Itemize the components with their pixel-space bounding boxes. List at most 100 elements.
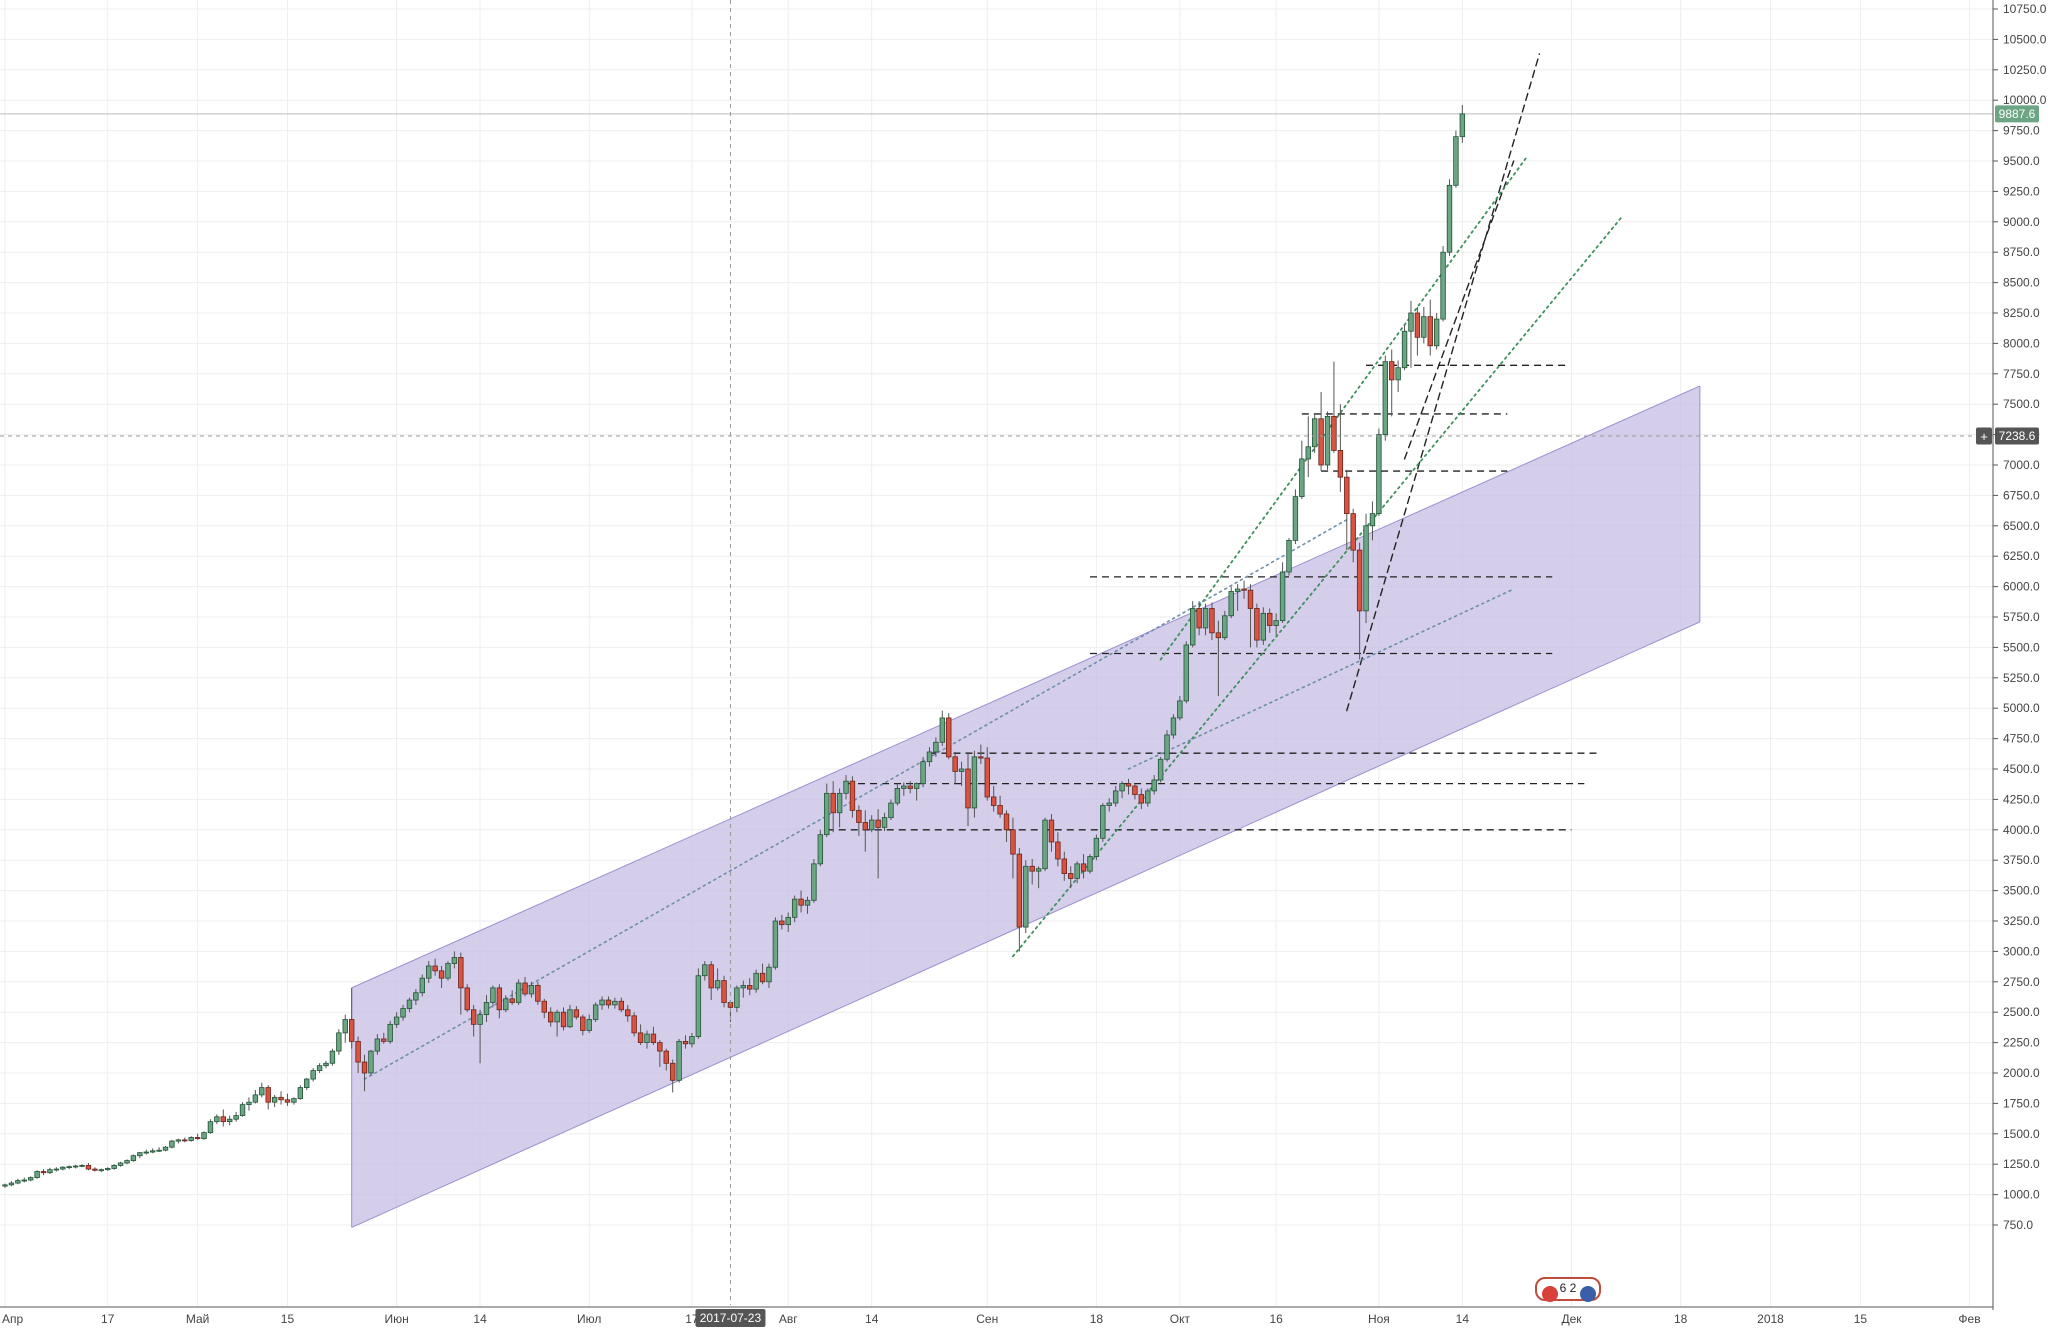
candle-bullish <box>124 1160 130 1164</box>
candle-bullish <box>939 717 946 743</box>
candle-bullish <box>483 1002 490 1016</box>
candle-bullish <box>1453 136 1459 186</box>
candle-bearish <box>1003 813 1010 831</box>
candle-bearish <box>875 819 881 828</box>
drawing-lines[interactable] <box>363 53 1624 1080</box>
time-tick-label: 16 <box>1269 1312 1283 1326</box>
candle-bullish <box>169 1140 175 1148</box>
candle-bullish <box>342 1019 348 1034</box>
price-tick-label: 2750.0 <box>2003 975 2040 989</box>
candle-bearish <box>522 982 528 995</box>
time-tick-label: Сен <box>976 1312 998 1326</box>
parallel-channel[interactable] <box>351 385 1701 1228</box>
candle-bullish <box>226 1118 233 1123</box>
time-tick-label: Апр <box>2 1312 24 1326</box>
candle-bullish <box>239 1104 246 1116</box>
price-tick-label: 5750.0 <box>2003 610 2040 624</box>
candle-bullish <box>1311 418 1318 448</box>
candle-bullish <box>811 863 817 901</box>
candle-bullish <box>297 1087 304 1099</box>
crosshair-price-label: 7238.6 <box>1999 429 2036 443</box>
candle-bullish <box>843 780 849 794</box>
candle-bearish <box>1215 632 1222 639</box>
candle-bullish <box>1228 591 1234 617</box>
candle-bearish <box>747 985 753 990</box>
time-tick-label: Окт <box>1170 1312 1191 1326</box>
candle-bullish <box>374 1038 381 1052</box>
candle-bearish <box>984 757 990 798</box>
candle-bullish <box>1459 113 1466 138</box>
candle-bearish <box>348 1019 355 1042</box>
price-tick-label: 10250.0 <box>2003 63 2047 77</box>
candle-bullish <box>233 1115 239 1120</box>
channel-fill <box>351 385 1700 1228</box>
candle-bullish <box>336 1032 342 1052</box>
price-axis[interactable]: 750.0 1000.0 1250.0 1500.0 1750.0 2000.0 2250.… <box>1992 0 2047 1310</box>
events-badge-text: 6 2 <box>1560 1281 1577 1295</box>
us-flag-icon-2 <box>1580 1286 1596 1302</box>
candle-bullish <box>734 987 740 1008</box>
candle-bullish <box>15 1180 21 1184</box>
candle-bullish <box>214 1116 220 1123</box>
time-tick-label: Дек <box>1561 1312 1582 1326</box>
trend-line-blue-dotted <box>1127 588 1515 770</box>
time-tick-label: 18 <box>1674 1312 1688 1326</box>
price-tick-label: 750.0 <box>2003 1218 2033 1232</box>
candle-bearish <box>361 1061 368 1074</box>
price-tick-label: 4750.0 <box>2003 732 2040 746</box>
time-axis[interactable]: Апр 17 Май 15 Июн 14 Июл 17 Авг 14 Сен 18 Окт 16 Ноя 14… <box>0 1306 1993 1326</box>
candle-bullish <box>1299 458 1305 498</box>
time-tick-label: Июн <box>384 1312 408 1326</box>
price-tick-label: 6750.0 <box>2003 488 2040 502</box>
candles-layer <box>2 105 1466 1188</box>
candle-bearish <box>663 1050 669 1064</box>
candle-bullish <box>188 1137 194 1141</box>
price-tick-label: 9250.0 <box>2003 184 2040 198</box>
us-flag-icon <box>1542 1286 1558 1302</box>
candle-bearish <box>946 717 952 758</box>
candle-bullish <box>2 1184 8 1187</box>
candle-bullish <box>1202 608 1209 629</box>
candle-bearish <box>432 965 438 972</box>
candle-bullish <box>869 819 875 831</box>
candle-bullish <box>1363 525 1369 612</box>
candle-bullish <box>1177 700 1183 719</box>
time-tick-label: Авг <box>779 1312 798 1326</box>
candle-bearish <box>464 987 470 1011</box>
candle-bearish <box>637 1032 644 1043</box>
crosshair-plus-icon[interactable]: + <box>1980 429 1988 444</box>
candle-bearish <box>682 1040 689 1045</box>
candle-bullish <box>175 1139 182 1142</box>
candle-bearish <box>708 964 714 989</box>
candle-bullish <box>34 1171 40 1178</box>
candle-bearish <box>1254 608 1260 641</box>
candle-bullish <box>143 1151 149 1154</box>
candle-bearish <box>381 1038 387 1042</box>
candle-bearish <box>580 1016 586 1031</box>
candle-bullish <box>259 1087 265 1096</box>
price-tick-label: 3250.0 <box>2003 914 2040 928</box>
candle-bullish <box>310 1070 316 1080</box>
candle-bullish <box>117 1162 124 1166</box>
candle-bullish <box>612 1000 618 1006</box>
candle-bullish <box>137 1152 143 1157</box>
price-tick-label: 3750.0 <box>2003 853 2040 867</box>
price-tick-label: 8750.0 <box>2003 245 2040 259</box>
candle-bullish <box>66 1166 72 1169</box>
price-tick-label: 6250.0 <box>2003 549 2040 563</box>
candle-bearish <box>830 792 836 814</box>
candle-bullish <box>1183 644 1189 702</box>
candle-bullish <box>8 1182 15 1186</box>
candle-bullish <box>1170 717 1177 736</box>
candle-bearish <box>1132 785 1138 795</box>
candle-bullish <box>958 768 965 772</box>
candle-bearish <box>907 785 913 789</box>
candle-bullish <box>1369 513 1376 527</box>
trend-line-green-dotted <box>1159 156 1528 661</box>
candle-bullish <box>1074 863 1080 879</box>
candle-bullish <box>817 834 824 865</box>
trend-line-blue-dotted <box>363 518 1348 1080</box>
events-badge[interactable]: 6 2 <box>1535 1277 1601 1302</box>
